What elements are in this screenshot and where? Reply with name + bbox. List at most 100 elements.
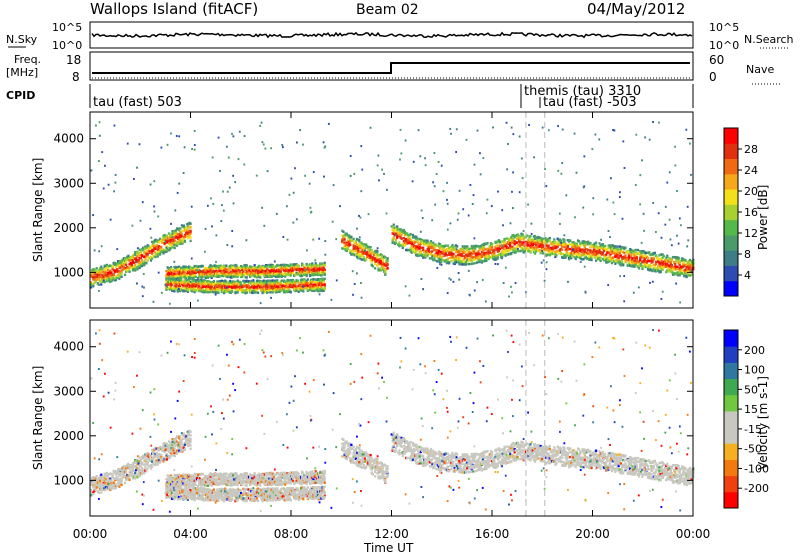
- power-point: [410, 246, 413, 249]
- power-point: [169, 243, 172, 247]
- power-point: [607, 244, 610, 247]
- power-point: [227, 289, 230, 293]
- power-point: [255, 279, 259, 283]
- power-point: [129, 255, 132, 259]
- power-point: [647, 259, 650, 263]
- power-point: [467, 247, 470, 250]
- power-point: [578, 240, 581, 243]
- power-point: [632, 291, 635, 294]
- power-point: [233, 283, 236, 286]
- power-point: [426, 243, 429, 247]
- power-point: [652, 267, 655, 270]
- power-point: [495, 240, 498, 243]
- power-point: [385, 212, 388, 215]
- power-point: [540, 241, 543, 244]
- power-point: [301, 264, 304, 267]
- power-point: [177, 237, 180, 241]
- power-point: [310, 263, 313, 267]
- power-point: [437, 249, 441, 253]
- power-point: [167, 287, 170, 290]
- power-point: [190, 205, 193, 208]
- power-point: [105, 279, 109, 282]
- power-point: [359, 246, 362, 250]
- power-point: [90, 283, 93, 287]
- power-point: [171, 232, 174, 235]
- power-point: [151, 257, 154, 260]
- power-point: [213, 265, 217, 269]
- power-point: [475, 245, 478, 248]
- power-point: [574, 216, 576, 219]
- power-point: [583, 155, 586, 158]
- power-point: [268, 265, 271, 269]
- power-point: [210, 265, 213, 268]
- power-point: [172, 236, 175, 239]
- power-point: [644, 254, 647, 258]
- power-point: [106, 274, 110, 277]
- power-point: [606, 198, 609, 201]
- power-point: [148, 246, 151, 249]
- power-point: [166, 143, 169, 146]
- power-point: [221, 284, 225, 288]
- power-point: [462, 258, 465, 261]
- power-point: [276, 279, 279, 282]
- power-point: [593, 256, 597, 259]
- power-point: [316, 268, 320, 271]
- power-point: [260, 270, 263, 274]
- power-point: [424, 243, 427, 246]
- power-point: [207, 283, 210, 287]
- power-point: [503, 240, 506, 243]
- power-point: [146, 246, 149, 250]
- power-point: [280, 274, 283, 278]
- power-point: [194, 289, 197, 292]
- power-point: [176, 268, 179, 271]
- power-point: [392, 230, 395, 233]
- power-point: [160, 245, 163, 249]
- power-point: [206, 271, 209, 275]
- power-point: [446, 198, 448, 201]
- power-point: [496, 257, 499, 260]
- power-point: [547, 246, 550, 250]
- nsearch-tick-bottom: 10^0: [709, 39, 739, 52]
- power-point: [532, 242, 536, 246]
- power-point: [103, 280, 106, 284]
- power-point: [213, 271, 217, 275]
- power-point: [285, 272, 288, 276]
- power-point: [215, 272, 218, 276]
- power-point: [679, 301, 682, 304]
- power-point: [111, 265, 114, 268]
- power-point: [256, 265, 260, 269]
- power-point: [171, 246, 174, 249]
- power-point: [392, 232, 395, 235]
- power-point: [561, 256, 564, 259]
- power-point: [659, 253, 662, 256]
- power-point: [590, 244, 593, 248]
- power-point: [137, 258, 140, 262]
- power-point: [428, 253, 432, 256]
- power-point: [286, 266, 289, 269]
- power-point: [106, 269, 110, 272]
- power-point: [236, 286, 239, 289]
- power-point: [592, 243, 595, 246]
- power-point: [103, 265, 106, 268]
- power-point: [386, 257, 389, 260]
- power-point: [277, 290, 280, 294]
- power-point: [251, 265, 254, 269]
- power-point: [171, 272, 174, 275]
- power-point: [307, 284, 311, 287]
- power-point: [127, 268, 130, 271]
- power-point: [211, 156, 214, 159]
- power-point: [186, 234, 189, 238]
- power-point: [500, 255, 503, 258]
- power-point: [153, 210, 156, 213]
- power-point: [617, 261, 620, 264]
- power-point: [596, 247, 599, 250]
- power-point: [271, 272, 274, 275]
- power-point: [131, 269, 135, 272]
- power-point: [234, 287, 237, 290]
- power-point: [206, 282, 209, 286]
- power-point: [630, 252, 633, 256]
- power-point: [227, 282, 230, 285]
- power-point: [648, 259, 651, 263]
- power-point: [492, 257, 495, 261]
- power-point: [288, 290, 291, 293]
